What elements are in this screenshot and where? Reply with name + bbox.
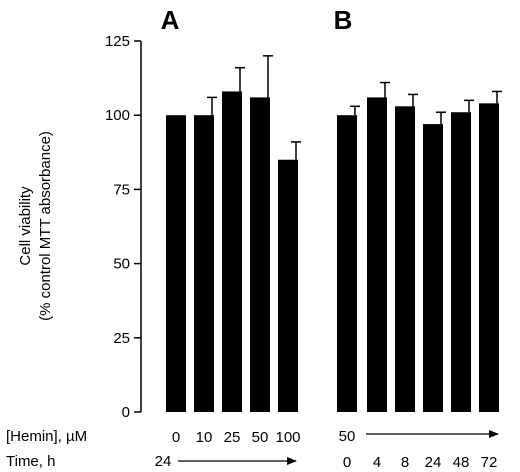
y-tick-label: 0 [122, 404, 130, 421]
y-tick-label: 125 [105, 33, 130, 50]
bars [166, 55, 502, 413]
bar [337, 115, 357, 412]
y-ticks: 0 25 50 75 100 125 [105, 33, 141, 421]
y-axis-label-line2: (% control MTT absorbance) [37, 131, 54, 321]
time-row-label: Time, h [6, 453, 55, 470]
y-tick-label: 50 [113, 256, 130, 273]
bar [194, 115, 214, 412]
x-tick-label: 0 [343, 454, 351, 471]
x-tick-label: 10 [196, 429, 213, 446]
x-tick-label: 25 [224, 429, 241, 446]
bar [367, 97, 387, 412]
x-tick-label: 50 [252, 429, 269, 446]
panel-label: A [161, 5, 180, 35]
y-tick-label: 75 [113, 181, 130, 198]
bar [166, 115, 186, 412]
panel-b-hemin-value: 50 [339, 428, 356, 445]
y-tick-label: 25 [113, 330, 130, 347]
bar [278, 159, 298, 412]
bar [479, 103, 499, 412]
bar [395, 106, 415, 413]
bar [423, 124, 443, 412]
panel-a-time-value: 24 [155, 453, 172, 470]
hemin-row-label: [Hemin], µM [6, 428, 87, 445]
x-tick-label: 100 [275, 429, 300, 446]
x-tick-label: 24 [425, 454, 442, 471]
x-tick-label: 72 [481, 454, 498, 471]
y-axis-label-line1: Cell viability [17, 186, 34, 266]
bar [222, 91, 242, 413]
x-tick-label: 48 [453, 454, 470, 471]
x-tick-label: 4 [373, 454, 381, 471]
x-tick-label: 8 [401, 454, 409, 471]
bar [250, 97, 270, 412]
y-tick-label: 100 [105, 107, 130, 124]
x-tick-label: 0 [172, 429, 180, 446]
bar [451, 112, 471, 413]
panel-label: B [334, 5, 353, 35]
